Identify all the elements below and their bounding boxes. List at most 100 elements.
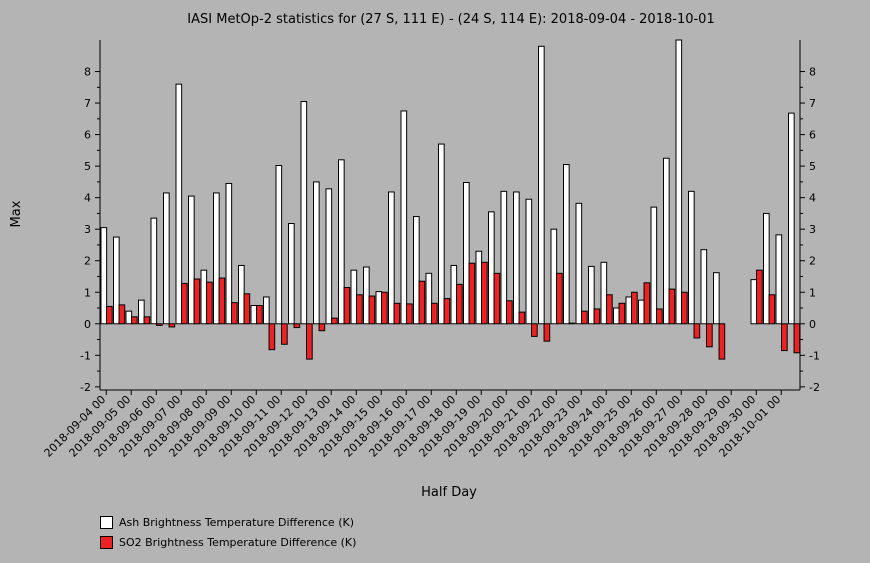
ash-bar	[125, 310, 133, 325]
ash-bar	[188, 195, 195, 325]
ash-bar	[500, 190, 508, 325]
ash-bar	[700, 249, 708, 325]
ash-bar	[350, 269, 358, 325]
ash-bar	[675, 39, 683, 325]
so2-bar	[493, 272, 501, 325]
so2-bar	[281, 323, 288, 345]
ash-bar	[263, 296, 270, 325]
so2-bar	[593, 308, 601, 325]
ash-bar	[200, 269, 208, 325]
so2-bar	[531, 323, 538, 337]
y-tick-label-right: 6	[809, 129, 816, 142]
so2-bar	[168, 323, 176, 328]
y-tick-label-right: -2	[809, 381, 820, 394]
ash-bar	[763, 212, 770, 325]
so2-bar	[256, 305, 263, 325]
so2-bar	[393, 302, 401, 325]
y-tick-label-right: 0	[809, 318, 816, 331]
so2-bar	[668, 288, 676, 325]
y-axis-label: Max	[9, 200, 24, 227]
legend-item-ash: Ash Brightness Temperature Difference (K…	[100, 512, 356, 532]
y-tick-label-left: 7	[84, 97, 91, 110]
so2-bar	[331, 317, 338, 325]
so2-bar	[343, 287, 351, 325]
ash-bar	[400, 110, 408, 325]
y-tick-label-right: 2	[809, 255, 816, 268]
legend-item-so2: SO2 Brightness Temperature Difference (K…	[100, 532, 356, 552]
so2-bar	[518, 311, 526, 325]
ash-bar	[550, 228, 558, 325]
so2-bar	[381, 291, 388, 325]
x-axis-label: Half Day	[421, 485, 477, 500]
ash-bar	[213, 192, 220, 325]
so2-bar	[643, 282, 651, 325]
so2-bar	[193, 278, 201, 325]
so2-bar	[718, 323, 726, 360]
ash-bar	[600, 261, 608, 325]
ash-bar	[488, 211, 495, 325]
ash-bar	[438, 143, 445, 325]
legend-label-ash: Ash Brightness Temperature Difference (K…	[119, 515, 354, 529]
so2-bar	[231, 302, 238, 325]
y-tick-label-right: 4	[809, 192, 816, 205]
ash-bar	[363, 266, 370, 325]
so2-bar	[556, 272, 563, 325]
so2-bar	[243, 293, 251, 325]
so2-bar	[456, 283, 463, 325]
y-tick-label-left: 8	[84, 66, 91, 79]
so2-bar	[606, 294, 613, 325]
ash-bar	[588, 265, 595, 325]
y-tick-label-right: 3	[809, 223, 816, 236]
so2-bar	[218, 277, 226, 325]
so2-bar	[106, 305, 113, 325]
y-tick-label-left: -1	[80, 349, 91, 362]
ash-bar	[663, 157, 670, 325]
so2-bar	[706, 323, 713, 348]
ash-bar	[638, 299, 645, 325]
so2-bar	[618, 302, 626, 325]
y-tick-label-left: 0	[84, 318, 91, 331]
ash-bar	[538, 45, 545, 325]
ash-bar	[288, 223, 295, 325]
ash-bar	[750, 279, 758, 325]
so2-bar	[206, 281, 213, 325]
so2-bar	[156, 323, 163, 326]
ash-bar	[525, 198, 533, 325]
so2-bar	[656, 308, 663, 325]
ash-bar	[275, 165, 283, 325]
ash-bar	[138, 299, 145, 325]
ash-bar	[688, 190, 695, 325]
ash-bar	[113, 236, 120, 325]
ash-bar	[375, 291, 383, 325]
so2-bar	[756, 269, 763, 325]
ash-bar	[175, 83, 183, 325]
so2-bar	[681, 291, 688, 325]
so2-bar	[418, 280, 426, 325]
so2-bar	[443, 298, 451, 325]
y-tick-label-right: 7	[809, 97, 816, 110]
so2-bar	[318, 323, 326, 332]
legend: Ash Brightness Temperature Difference (K…	[100, 512, 356, 552]
so2-bar	[581, 310, 588, 325]
so2-bar	[781, 323, 788, 352]
ash-bar	[150, 217, 158, 325]
ash-bar	[338, 159, 345, 325]
ash-bar	[163, 192, 170, 325]
ash-bar	[575, 202, 583, 325]
bars	[100, 39, 801, 360]
ash-bar	[425, 272, 433, 325]
ash-bar	[788, 112, 795, 325]
so2-bar	[356, 294, 363, 325]
ash-bar	[388, 191, 395, 325]
y-tick-label-left: 4	[84, 192, 91, 205]
so2-bar	[631, 291, 638, 325]
ash-bar	[775, 234, 783, 325]
so2-bar	[793, 323, 801, 354]
chart-title: IASI MetOp-2 statistics for (27 S, 111 E…	[187, 12, 714, 27]
ash-bar	[313, 181, 320, 325]
y-tick-label-left: -2	[80, 381, 91, 394]
y-tick-label-right: 8	[809, 66, 816, 79]
ash-bar	[450, 264, 458, 325]
so2-bar	[268, 323, 276, 351]
